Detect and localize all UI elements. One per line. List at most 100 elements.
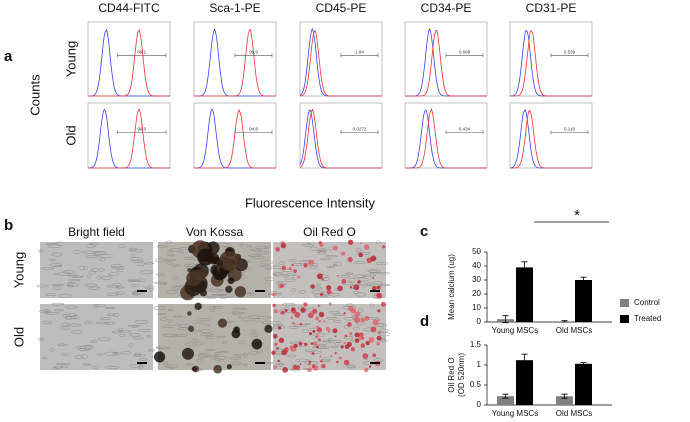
histogram-curve [405,108,487,169]
lipid-droplet [368,337,375,343]
cell [329,311,340,314]
lipid-droplet [291,263,294,267]
histogram-curve [405,29,487,97]
cell [115,286,125,289]
cell [315,283,321,286]
lipid-droplet [370,326,377,333]
cell [166,261,173,265]
cell [355,322,366,326]
cell [332,264,338,267]
lipid-droplet [300,307,306,313]
lipid-droplet [329,266,332,269]
cell [205,324,211,327]
row-label: Young [63,41,78,77]
lipid-droplet [315,345,319,349]
cell [200,333,214,336]
lipid-droplet [350,308,356,314]
cell [85,255,99,259]
cell [131,293,141,296]
lipid-droplet [372,277,375,280]
lipid-droplet [280,283,285,288]
scale-bar [137,290,147,292]
column-header: Bright field [68,225,125,239]
cell [83,321,93,325]
cell [74,355,84,359]
lipid-droplet [328,302,332,306]
cell [230,310,241,315]
mineral-deposit [264,324,273,333]
cell [48,259,57,261]
lipid-droplet [311,351,315,356]
cell [57,343,68,346]
cell [71,329,83,334]
cell [165,290,178,294]
cell [178,251,184,254]
lipid-droplet [299,363,302,365]
cell [204,355,219,358]
cell [231,312,245,315]
histogram-frame [404,21,488,97]
cell [319,258,331,261]
lipid-droplet [332,328,338,334]
cell [162,324,174,328]
lipid-droplet [382,245,386,249]
cell [195,358,204,362]
lipid-droplet [354,311,361,317]
scale-bar [255,362,265,364]
cell [156,346,170,349]
cell [51,252,63,257]
lipid-droplet [343,341,347,345]
legend-label: Control [634,298,660,307]
cell [39,310,45,313]
cell [88,286,101,290]
cell [325,255,338,258]
cell [111,265,126,269]
cell [355,292,367,297]
cell [316,250,323,253]
scale-bar [370,290,380,292]
cell [285,273,297,276]
cell [155,273,165,276]
cell [155,346,161,349]
cell [57,271,72,276]
cell [248,292,255,296]
lipid-droplet [308,332,313,336]
cell [200,322,206,325]
cell [369,272,383,275]
gate-label: 98.0 [137,126,146,131]
cell [37,338,44,342]
gate-label: 89.1 [137,49,146,54]
lipid-droplet [280,243,287,249]
cell [55,241,64,246]
cell [173,315,184,318]
lipid-droplet [319,292,323,297]
cell [273,323,284,328]
lipid-droplet [312,341,317,346]
lipid-droplet [294,311,301,318]
y-tick-label: 10 [472,303,481,312]
cell [361,274,377,277]
cell [118,244,125,249]
lipid-droplet [303,302,308,307]
lipid-droplet [359,242,362,245]
lipid-droplet [311,364,316,369]
cell [205,349,216,351]
error-bar [580,276,587,284]
cell [112,282,122,287]
cell [379,339,388,342]
cell [61,322,69,327]
cell [82,363,91,366]
column-header: Oil Red O [303,225,356,239]
cell [155,258,166,263]
histogram-frame [299,21,383,97]
cell [373,281,383,285]
cell [375,240,381,244]
cell [104,351,119,356]
cell [137,329,152,332]
cell [378,332,391,337]
cell [323,339,332,342]
lipid-droplet [297,275,301,279]
lipid-droplet [353,316,360,323]
cell [345,364,356,368]
histogram-curve [299,108,382,169]
